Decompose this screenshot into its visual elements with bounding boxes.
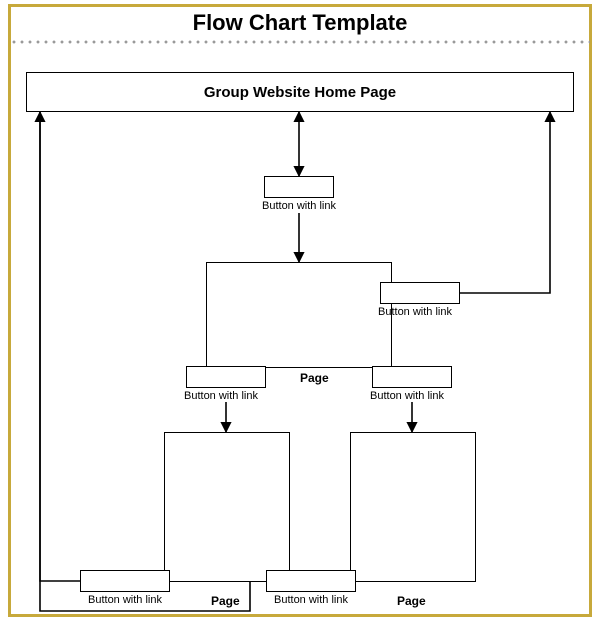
label: Button with link bbox=[88, 594, 162, 606]
node-page1 bbox=[206, 262, 392, 368]
label: Button with link bbox=[184, 390, 258, 402]
node-btn3l bbox=[186, 366, 266, 388]
node-page2r bbox=[350, 432, 476, 582]
label: Page bbox=[211, 594, 240, 608]
label: Button with link bbox=[370, 390, 444, 402]
label: Page bbox=[397, 594, 426, 608]
label: Button with link bbox=[274, 594, 348, 606]
node-btn3r bbox=[372, 366, 452, 388]
flowchart-canvas: Flow Chart Template Group Website Home P… bbox=[0, 0, 600, 621]
node-btn4r bbox=[266, 570, 356, 592]
dot-divider bbox=[10, 40, 590, 44]
label: Button with link bbox=[378, 306, 452, 318]
node-page2l bbox=[164, 432, 290, 582]
label: Button with link bbox=[262, 200, 336, 212]
page-title: Flow Chart Template bbox=[0, 10, 600, 36]
node-btn4l bbox=[80, 570, 170, 592]
label: Page bbox=[300, 371, 329, 385]
node-btn2r bbox=[380, 282, 460, 304]
node-btn1 bbox=[264, 176, 334, 198]
node-home: Group Website Home Page bbox=[26, 72, 574, 112]
